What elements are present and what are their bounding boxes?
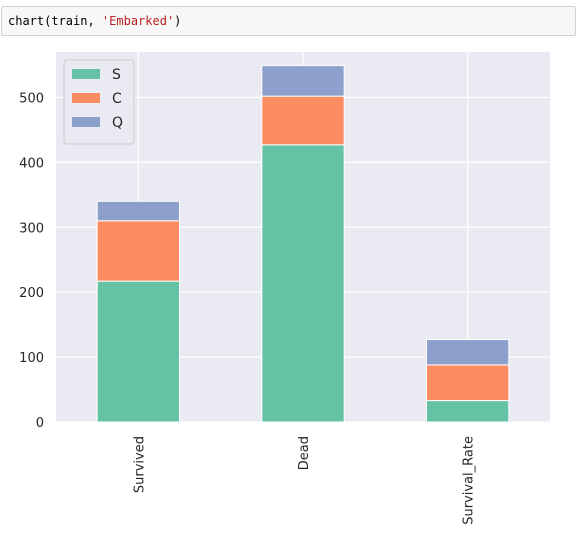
legend-label-S: S (112, 67, 121, 83)
code-prefix: chart(train, (8, 14, 102, 28)
legend-label-Q: Q (112, 115, 123, 131)
code-cell-input[interactable]: chart(train, 'Embarked') (1, 6, 576, 36)
x-tick-label: Survival_Rate (462, 436, 477, 525)
y-tick-label: 500 (19, 91, 44, 106)
y-tick-label: 200 (19, 286, 44, 301)
y-tick-label: 0 (36, 416, 44, 431)
bar-Q-Dead (261, 65, 345, 97)
bar-S-Survived (96, 280, 180, 423)
code-suffix: ) (174, 14, 182, 28)
bar-C-Survival_Rate (426, 364, 510, 402)
bar-C-Dead (261, 95, 345, 146)
y-tick-label: 300 (19, 221, 44, 236)
x-tick-label: Survived (132, 436, 147, 493)
y-tick-label: 400 (19, 156, 44, 171)
x-axis-ticks: Survived Dead Survival_Rate (132, 436, 476, 525)
x-tick-label: Dead (297, 436, 312, 470)
y-tick-label: 100 (19, 351, 44, 366)
legend-swatch-S (72, 69, 100, 79)
legend-swatch-Q (72, 117, 100, 127)
bar-Q-Survived (96, 200, 180, 222)
legend-swatch-C (72, 93, 100, 103)
y-axis-ticks: 0 100 200 300 400 500 (19, 91, 44, 431)
bar-C-Survived (96, 220, 180, 282)
legend-label-C: C (112, 91, 122, 107)
bar-S-Dead (261, 144, 345, 423)
code-line: chart(train, 'Embarked') (8, 14, 181, 28)
bar-Q-Survival_Rate (426, 339, 510, 366)
bar-S-Survival_Rate (426, 400, 510, 423)
code-string-arg: 'Embarked' (101, 14, 175, 28)
legend: SCQ (63, 59, 135, 145)
bars (96, 65, 510, 423)
